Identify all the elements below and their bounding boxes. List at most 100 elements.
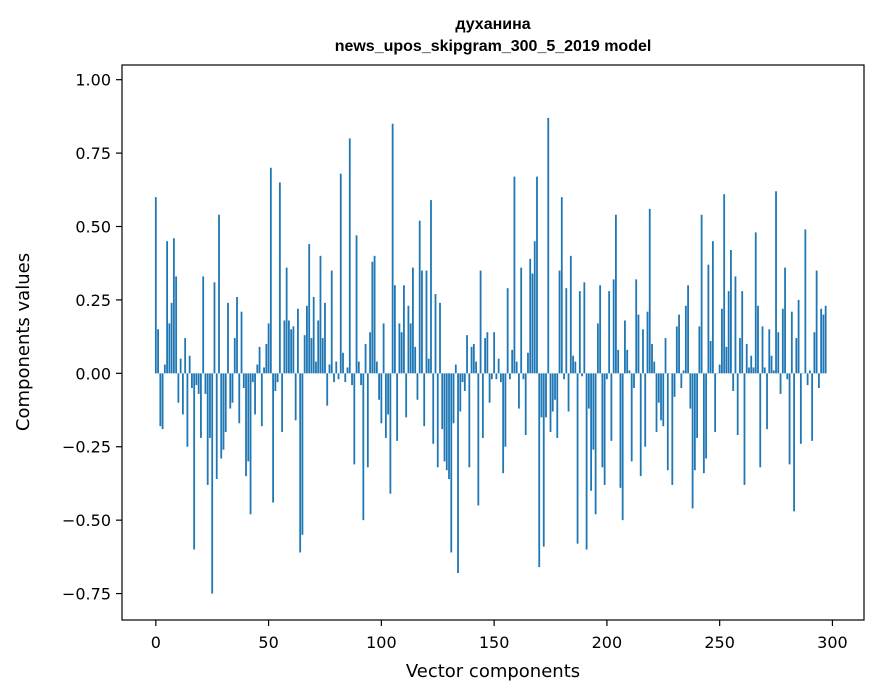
bar: [306, 306, 308, 374]
bar: [441, 373, 443, 429]
bar: [367, 373, 369, 467]
bar: [671, 373, 673, 485]
bar: [198, 373, 200, 394]
bar: [777, 332, 779, 373]
bar: [638, 315, 640, 374]
bar: [482, 373, 484, 438]
bar: [698, 326, 700, 373]
bar: [335, 362, 337, 374]
bar: [279, 182, 281, 373]
bar: [396, 373, 398, 441]
bar: [798, 300, 800, 373]
bar: [710, 341, 712, 373]
y-tick-label: 0.00: [75, 364, 111, 383]
bar: [545, 373, 547, 417]
bar: [712, 241, 714, 373]
bar: [538, 373, 540, 567]
bar: [166, 241, 168, 373]
bar: [604, 373, 606, 485]
bar: [579, 291, 581, 373]
bar: [556, 373, 558, 438]
bar: [489, 373, 491, 402]
bar: [581, 373, 583, 376]
bar: [247, 373, 249, 461]
bar: [689, 373, 691, 408]
bar: [430, 200, 432, 373]
bar: [484, 338, 486, 373]
bar: [466, 335, 468, 373]
bar: [762, 326, 764, 373]
bar: [507, 288, 509, 373]
bar: [746, 344, 748, 373]
bar: [322, 338, 324, 373]
bar: [272, 373, 274, 502]
bar: [771, 356, 773, 374]
bar: [184, 338, 186, 373]
bar: [791, 312, 793, 374]
bar: [265, 344, 267, 373]
bar: [290, 329, 292, 373]
bar: [633, 373, 635, 388]
bar: [358, 362, 360, 374]
bar: [611, 373, 613, 441]
bar: [421, 271, 423, 374]
chart-subtitle: news_upos_skipgram_300_5_2019 model: [335, 38, 652, 55]
bar: [759, 373, 761, 467]
bar: [371, 262, 373, 374]
bar: [534, 241, 536, 373]
y-axis: −0.75−0.50−0.250.000.250.500.751.00: [62, 71, 122, 604]
bar: [171, 303, 173, 373]
bar: [250, 373, 252, 514]
bar: [500, 373, 502, 382]
bar: [577, 373, 579, 543]
bar: [426, 271, 428, 374]
bar: [401, 332, 403, 373]
bar: [570, 256, 572, 373]
bar: [732, 373, 734, 391]
bar: [588, 373, 590, 408]
bar: [326, 373, 328, 405]
bar: [338, 373, 340, 379]
bar: [520, 268, 522, 374]
bar: [182, 373, 184, 414]
bar: [383, 323, 385, 373]
bar: [432, 373, 434, 443]
bar: [446, 373, 448, 470]
bar: [414, 347, 416, 373]
bar: [356, 235, 358, 373]
bar: [218, 215, 220, 374]
bar: [629, 370, 631, 373]
bar: [351, 373, 353, 385]
bar: [243, 373, 245, 388]
bar: [620, 373, 622, 488]
bar: [687, 285, 689, 373]
bar: [653, 362, 655, 374]
bar: [457, 373, 459, 573]
bar: [529, 259, 531, 374]
bar: [378, 373, 380, 399]
bar: [554, 373, 556, 399]
bar: [439, 303, 441, 373]
bar: [277, 373, 279, 382]
bar: [491, 373, 493, 379]
bar: [514, 177, 516, 374]
bar: [304, 335, 306, 373]
bar: [349, 138, 351, 373]
y-tick-label: −0.50: [62, 511, 111, 530]
bar: [676, 326, 678, 373]
plot-frame: [122, 65, 864, 620]
bar: [216, 373, 218, 479]
bar: [234, 338, 236, 373]
x-axis-label: Vector components: [406, 661, 580, 682]
bar: [789, 373, 791, 464]
bar: [360, 373, 362, 385]
bar: [586, 373, 588, 549]
bar: [505, 373, 507, 446]
bar: [468, 373, 470, 467]
bar: [261, 373, 263, 426]
bar: [344, 373, 346, 382]
bar: [270, 168, 272, 374]
bar: [168, 323, 170, 373]
bar: [417, 373, 419, 399]
bar: [196, 373, 198, 385]
